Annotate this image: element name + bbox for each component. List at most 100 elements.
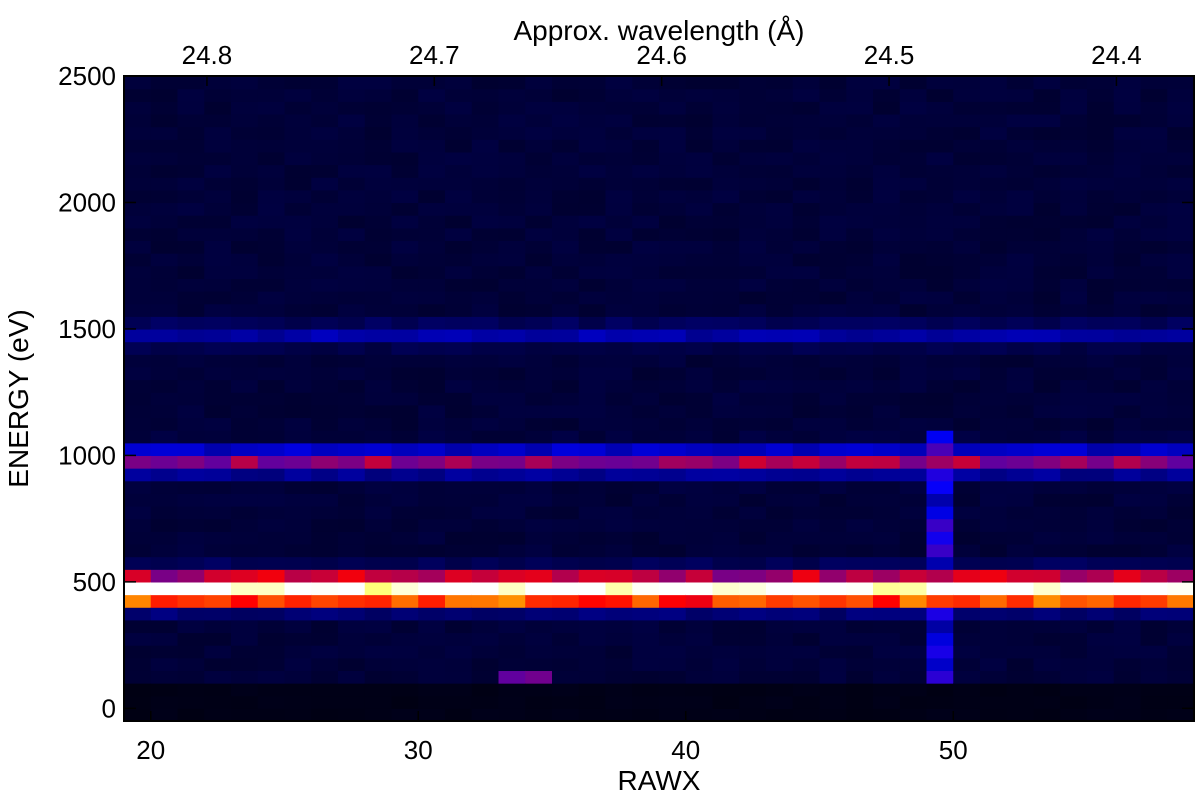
heatmap-cell [685, 379, 714, 393]
heatmap-cell [819, 594, 847, 608]
heatmap-cell [364, 632, 393, 646]
heatmap-cell [953, 506, 981, 520]
heatmap-cell [1167, 113, 1195, 128]
heatmap-cell [124, 291, 152, 305]
heatmap-cell [177, 518, 205, 532]
heatmap-cell [1006, 341, 1035, 355]
heatmap-cell [257, 392, 286, 406]
heatmap-cell [792, 253, 821, 267]
heatmap-cell [873, 657, 901, 672]
heatmap-cell [712, 670, 740, 684]
heatmap-cell [819, 113, 847, 128]
heatmap-cell [150, 278, 179, 292]
heatmap-cell [1033, 215, 1061, 229]
heatmap-cell [739, 101, 767, 115]
heatmap-cell [1167, 607, 1195, 621]
heatmap-cell [1140, 202, 1168, 216]
heatmap-cell [231, 240, 259, 254]
heatmap-cell [498, 265, 526, 279]
heatmap-cell [231, 632, 259, 646]
heatmap-cell [284, 303, 312, 317]
heatmap-cell [819, 215, 847, 229]
heatmap-cell [605, 177, 633, 191]
heatmap-cell [1033, 404, 1061, 419]
heatmap-cell [257, 88, 286, 102]
heatmap-cell [552, 265, 580, 279]
heatmap-cell [926, 543, 954, 558]
heatmap-cell [311, 227, 339, 242]
heatmap-cell [552, 101, 580, 115]
heatmap-cell [739, 278, 767, 292]
heatmap-cell [1167, 303, 1195, 317]
heatmap-cell [578, 683, 607, 697]
heatmap-cell [766, 76, 794, 90]
heatmap-cell [1087, 76, 1115, 90]
heatmap-cell [578, 88, 607, 102]
heatmap-cell [445, 683, 473, 697]
heatmap-cell [1087, 126, 1115, 140]
heatmap-cell [819, 607, 847, 621]
heatmap-cell [552, 468, 580, 482]
heatmap-cell [471, 341, 500, 355]
heatmap-cell [766, 708, 794, 722]
heatmap-cell [284, 531, 312, 545]
heatmap-cell [659, 139, 687, 153]
heatmap-cell [685, 543, 714, 558]
heatmap-cell [498, 607, 526, 621]
heatmap-cell [177, 442, 205, 457]
heatmap-cell [418, 430, 446, 444]
heatmap-cell [204, 670, 232, 684]
heatmap-cell [284, 417, 312, 431]
heatmap-cell [418, 531, 446, 545]
heatmap-cell [124, 354, 152, 368]
heatmap-cell [124, 215, 152, 229]
heatmap-cell [1033, 468, 1061, 482]
heatmap-cell [846, 366, 874, 381]
heatmap-cell [846, 139, 874, 153]
heatmap-cell [953, 493, 981, 507]
heatmap-cell [150, 354, 179, 368]
heatmap-cell [846, 316, 874, 330]
heatmap-cell [739, 354, 767, 368]
heatmap-cell [204, 303, 232, 317]
heatmap-cell [124, 177, 152, 191]
heatmap-cell [953, 202, 981, 216]
heatmap-cell [605, 88, 633, 102]
heatmap-cell [1087, 202, 1115, 216]
heatmap-cell [124, 708, 152, 722]
heatmap-cell [685, 177, 714, 191]
heatmap-cell [873, 202, 901, 216]
heatmap-cell [578, 480, 607, 494]
heatmap-cell [445, 430, 473, 444]
heatmap-cell [659, 531, 687, 545]
heatmap-cell [899, 202, 928, 216]
heatmap-cell [284, 695, 312, 709]
heatmap-cell [391, 417, 419, 431]
heatmap-cell [498, 291, 526, 305]
heatmap-cell [846, 379, 874, 393]
heatmap-cell [391, 480, 419, 494]
heatmap-cell [739, 303, 767, 317]
heatmap-cell [1006, 189, 1035, 204]
heatmap-cell [1060, 328, 1088, 343]
heatmap-cell [1060, 607, 1088, 621]
heatmap-cell [124, 531, 152, 545]
heatmap-cell [846, 341, 874, 355]
heatmap-cell [1113, 151, 1142, 166]
heatmap-cell [471, 151, 500, 166]
heatmap-cell [418, 619, 446, 634]
heatmap-cell [525, 139, 553, 153]
heatmap-cell [819, 291, 847, 305]
heatmap-cell [605, 683, 633, 697]
heatmap-cell [1087, 139, 1115, 153]
heatmap-cell [605, 253, 633, 267]
heatmap-cell [873, 265, 901, 279]
heatmap-cell [899, 253, 928, 267]
heatmap-cell [124, 404, 152, 419]
heatmap-cell [1167, 354, 1195, 368]
heatmap-cell [846, 619, 874, 634]
heatmap-cell [873, 151, 901, 166]
heatmap-cell [1006, 506, 1035, 520]
heatmap-cell [712, 278, 740, 292]
heatmap-cell [231, 493, 259, 507]
